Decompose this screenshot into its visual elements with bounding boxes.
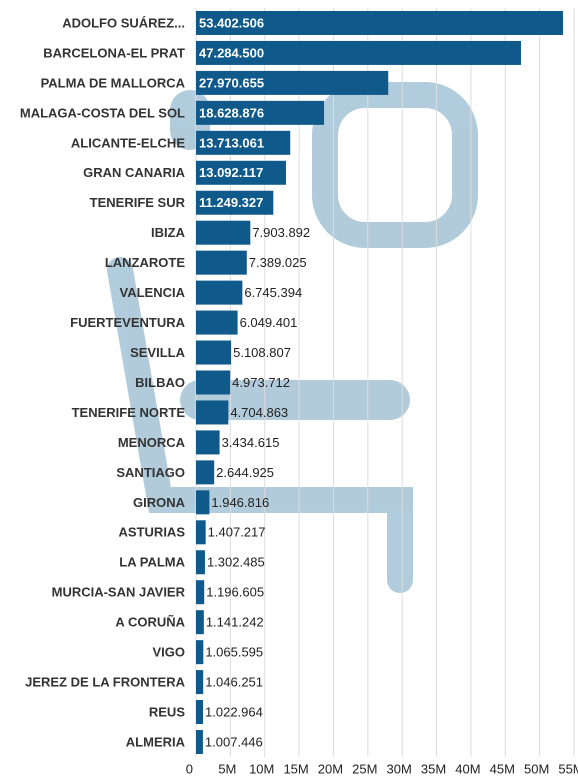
value-label: 6.745.394	[244, 285, 302, 300]
y-tick-label: ALMERIA	[126, 734, 186, 749]
y-tick-label: SANTIAGO	[116, 465, 185, 480]
y-tick-label: VALENCIA	[120, 285, 186, 300]
bar	[196, 610, 204, 635]
x-tick-label: 0	[186, 761, 193, 776]
value-label: 5.108.807	[233, 345, 291, 360]
watermark-icon	[107, 82, 478, 593]
y-tick-label: GIRONA	[133, 495, 186, 510]
bar	[196, 10, 564, 35]
x-tick-label: 35M	[421, 761, 446, 776]
x-tick-label: 55M	[558, 761, 578, 776]
value-label: 4.973.712	[232, 375, 290, 390]
y-tick-label: VIGO	[152, 645, 185, 660]
value-label: 3.434.615	[222, 435, 280, 450]
value-label: 1.196.605	[206, 585, 264, 600]
y-tick-label: IBIZA	[151, 225, 186, 240]
y-tick-label: A CORUÑA	[115, 615, 185, 630]
x-tick-label: 30M	[387, 761, 412, 776]
bar	[196, 400, 229, 425]
bar	[196, 220, 251, 245]
value-label: 6.049.401	[240, 315, 298, 330]
x-tick-label: 50M	[524, 761, 549, 776]
y-tick-label: SEVILLA	[130, 345, 186, 360]
y-tick-label: FUERTEVENTURA	[70, 315, 185, 330]
bar	[196, 520, 206, 545]
bar	[196, 490, 210, 515]
value-label: 2.644.925	[216, 465, 274, 480]
x-tick-label: 40M	[455, 761, 480, 776]
value-label: 53.402.506	[199, 15, 264, 30]
value-label: 1.007.446	[205, 734, 263, 749]
y-tick-label: LA PALMA	[119, 555, 185, 570]
value-label: 13.713.061	[199, 135, 264, 150]
bar	[196, 130, 291, 155]
y-tick-label: JEREZ DE LA FRONTERA	[25, 675, 185, 690]
bar	[196, 640, 204, 665]
y-tick-label: LANZAROTE	[105, 255, 185, 270]
value-label: 11.249.327	[199, 195, 263, 210]
value-label: 1.065.595	[205, 645, 263, 660]
bar	[196, 370, 231, 395]
value-label: 27.970.655	[199, 75, 264, 90]
y-tick-label: BARCELONA-EL PRAT	[43, 45, 185, 60]
value-label: 7.389.025	[249, 255, 307, 270]
x-tick-label: 5M	[218, 761, 236, 776]
value-label: 1.141.242	[206, 615, 264, 630]
bar	[196, 430, 220, 455]
bar	[196, 700, 204, 725]
x-tick-label: 15M	[283, 761, 308, 776]
y-tick-label: MALAGA-COSTA DEL SOL	[20, 105, 185, 120]
y-tick-label: PALMA DE MALLORCA	[41, 75, 186, 90]
value-label: 1.407.217	[208, 525, 266, 540]
bar	[196, 250, 247, 275]
bar	[196, 310, 238, 335]
bar	[196, 280, 243, 305]
bar	[196, 730, 203, 755]
y-tick-label: TENERIFE NORTE	[72, 405, 186, 420]
bar	[196, 550, 205, 575]
value-label: 4.704.863	[230, 405, 288, 420]
value-label: 13.092.117	[199, 165, 263, 180]
value-label: 1.046.251	[205, 675, 263, 690]
y-tick-label: TENERIFE SUR	[90, 195, 186, 210]
value-label: 7.903.892	[252, 225, 310, 240]
y-tick-label: GRAN CANARIA	[83, 165, 185, 180]
bar	[196, 460, 215, 485]
x-tick-label: 10M	[249, 761, 274, 776]
bar	[196, 70, 389, 95]
y-tick-label: ALICANTE-ELCHE	[71, 135, 185, 150]
x-tick-label: 25M	[352, 761, 377, 776]
x-tick-label: 20M	[318, 761, 343, 776]
y-tick-label: BILBAO	[135, 375, 185, 390]
y-tick-label: MURCIA-SAN JAVIER	[52, 585, 186, 600]
y-tick-label: ASTURIAS	[119, 525, 186, 540]
value-label: 1.022.964	[205, 704, 263, 719]
y-tick-label: ADOLFO SUÁREZ...	[62, 15, 185, 30]
bar	[196, 580, 205, 605]
bar	[196, 100, 325, 125]
value-label: 1.946.816	[211, 495, 269, 510]
value-label: 47.284.500	[199, 45, 264, 60]
value-label: 1.302.485	[207, 555, 265, 570]
bar	[196, 340, 232, 365]
bar	[196, 40, 521, 65]
bar	[196, 160, 286, 185]
bar	[196, 670, 204, 695]
y-tick-label: REUS	[149, 704, 185, 719]
value-label: 18.628.876	[199, 105, 264, 120]
bar	[196, 190, 274, 215]
y-tick-label: MENORCA	[118, 435, 186, 450]
x-tick-label: 45M	[490, 761, 515, 776]
